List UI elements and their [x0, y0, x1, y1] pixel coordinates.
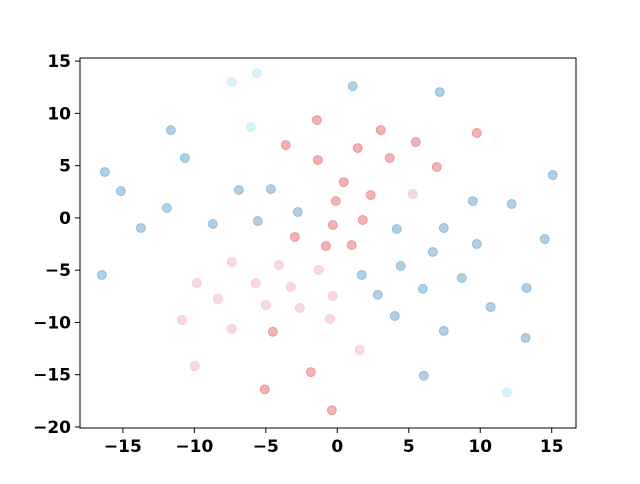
- point: [135, 222, 146, 233]
- point: [207, 218, 218, 229]
- point: [506, 199, 517, 210]
- point: [438, 222, 449, 233]
- point: [191, 277, 202, 288]
- point: [539, 234, 550, 245]
- point: [434, 87, 445, 98]
- point: [285, 282, 296, 293]
- point: [305, 367, 316, 378]
- y-tick-label: −10: [33, 313, 71, 333]
- point: [327, 290, 338, 301]
- y-tick-label: −20: [33, 418, 71, 438]
- point: [521, 282, 532, 293]
- point: [226, 257, 237, 268]
- point: [320, 241, 331, 252]
- point: [292, 207, 303, 218]
- point: [438, 325, 449, 336]
- x-tick-label: 5: [403, 437, 415, 457]
- point: [471, 239, 482, 250]
- point: [485, 301, 496, 312]
- point: [391, 223, 402, 234]
- point: [547, 170, 558, 181]
- point: [212, 293, 223, 304]
- point: [471, 128, 482, 139]
- point: [357, 215, 368, 226]
- point: [245, 122, 256, 133]
- point: [250, 277, 261, 288]
- y-tick-label: 5: [59, 157, 71, 177]
- point: [189, 361, 200, 372]
- point: [354, 344, 365, 355]
- point: [456, 273, 467, 284]
- plot-frame: [79, 57, 577, 429]
- point: [327, 220, 338, 231]
- point: [418, 370, 429, 381]
- y-tick-label: −5: [45, 261, 71, 281]
- x-tick-label: −5: [253, 437, 279, 457]
- point: [251, 68, 262, 79]
- point: [311, 115, 322, 126]
- point: [326, 405, 337, 416]
- point: [501, 387, 512, 398]
- x-tick-label: −15: [104, 437, 142, 457]
- point: [431, 162, 442, 173]
- point: [365, 190, 376, 201]
- point: [267, 326, 278, 337]
- point: [289, 231, 300, 242]
- point: [338, 177, 349, 188]
- point: [467, 196, 478, 207]
- y-tick-label: 0: [59, 209, 71, 229]
- point: [226, 77, 237, 88]
- point: [375, 125, 386, 136]
- point: [115, 186, 126, 197]
- point: [389, 310, 400, 321]
- point: [226, 323, 237, 334]
- point: [427, 246, 438, 257]
- x-tick-label: 0: [331, 437, 343, 457]
- point: [165, 125, 176, 136]
- point: [280, 140, 291, 151]
- x-tick-label: 15: [540, 437, 564, 457]
- point: [352, 143, 363, 154]
- point: [313, 264, 324, 275]
- point: [265, 184, 276, 195]
- point: [410, 137, 421, 148]
- point: [273, 259, 284, 270]
- point: [372, 289, 383, 300]
- point: [99, 167, 110, 178]
- point: [252, 216, 263, 227]
- y-tick-label: 15: [47, 52, 71, 72]
- point: [312, 155, 323, 166]
- point: [346, 239, 357, 250]
- point: [520, 332, 531, 343]
- point: [417, 283, 428, 294]
- point: [347, 81, 358, 92]
- point: [324, 313, 335, 324]
- point: [356, 269, 367, 280]
- x-tick-label: −10: [175, 437, 213, 457]
- y-tick-label: 10: [47, 104, 71, 124]
- point: [395, 260, 406, 271]
- point: [259, 384, 270, 395]
- y-tick-label: −15: [33, 366, 71, 386]
- point: [233, 185, 244, 196]
- point: [176, 314, 187, 325]
- point: [260, 299, 271, 310]
- x-tick-label: 10: [468, 437, 492, 457]
- point: [384, 153, 395, 164]
- point: [161, 202, 172, 213]
- point: [407, 189, 418, 200]
- point: [294, 302, 305, 313]
- point: [179, 153, 190, 164]
- point: [96, 269, 107, 280]
- point: [330, 195, 341, 206]
